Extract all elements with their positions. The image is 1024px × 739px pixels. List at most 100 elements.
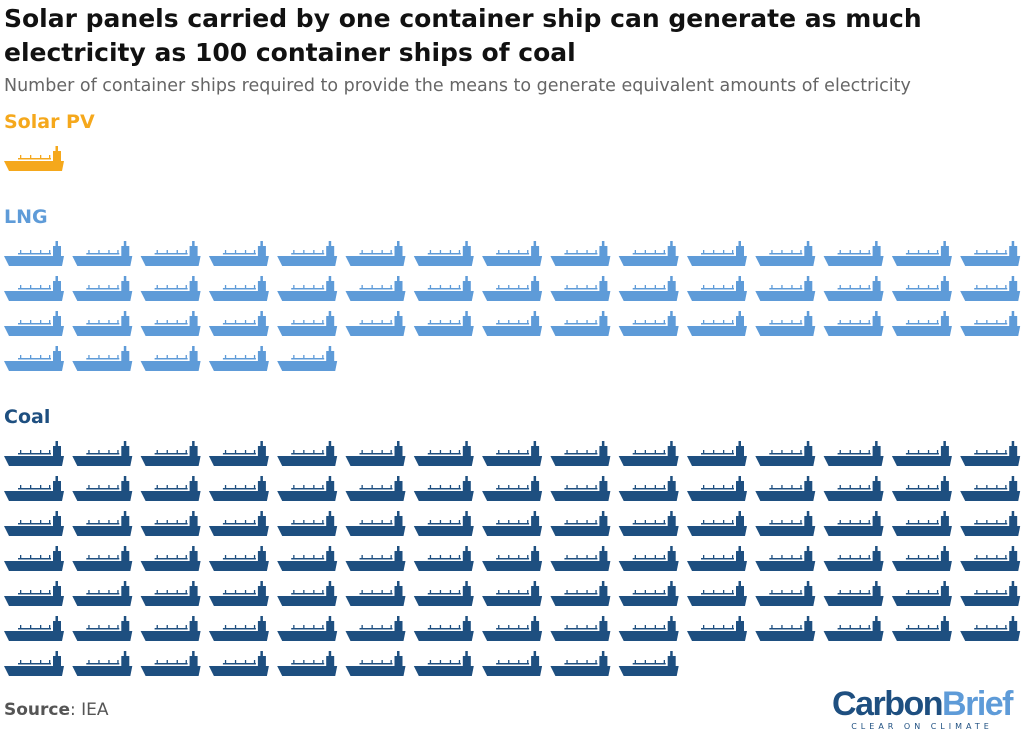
ship-post bbox=[390, 450, 392, 454]
ship-post bbox=[586, 485, 588, 489]
ship-post bbox=[654, 250, 656, 254]
ship-mast bbox=[875, 511, 878, 516]
ship-hull bbox=[482, 456, 543, 466]
ship-post bbox=[576, 285, 578, 289]
ship-post bbox=[859, 485, 861, 489]
ship-post bbox=[527, 285, 529, 289]
ship-mast bbox=[192, 616, 195, 621]
ship-icon bbox=[413, 651, 474, 676]
ship-mast bbox=[465, 276, 468, 281]
ship-post bbox=[1005, 485, 1007, 489]
ship-bridge bbox=[940, 516, 949, 526]
ship-icon bbox=[687, 311, 747, 336]
ship-mast bbox=[397, 616, 400, 621]
ship-icon bbox=[208, 311, 269, 336]
ship-icon bbox=[891, 276, 952, 301]
ship-post bbox=[253, 450, 256, 454]
ship-hull bbox=[891, 256, 952, 266]
ship-post bbox=[371, 285, 373, 289]
ship-deck bbox=[18, 358, 51, 360]
ship-post bbox=[371, 590, 373, 594]
ship-post bbox=[185, 320, 187, 324]
ship-post bbox=[839, 485, 841, 489]
ship-mast bbox=[397, 441, 400, 446]
ship-mast bbox=[738, 581, 741, 586]
ship-post bbox=[30, 355, 32, 359]
ship-post bbox=[849, 625, 851, 629]
ship-post bbox=[20, 355, 22, 359]
ship-bridge bbox=[121, 316, 130, 326]
ship-post bbox=[907, 285, 910, 289]
ship-post bbox=[1005, 450, 1007, 454]
ship-icon bbox=[345, 581, 406, 606]
ship-post bbox=[1005, 320, 1007, 324]
ship-deck bbox=[564, 663, 598, 665]
ship-mast bbox=[397, 476, 400, 481]
ship-mast bbox=[943, 581, 946, 586]
ship-post bbox=[49, 590, 51, 594]
ship-hull bbox=[482, 526, 543, 536]
ship-mast bbox=[465, 511, 468, 516]
ship-post bbox=[927, 520, 930, 524]
ship-deck bbox=[769, 593, 803, 595]
ship-post bbox=[156, 355, 158, 359]
ship-bridge bbox=[257, 621, 266, 631]
ship-post bbox=[781, 250, 783, 254]
ship-deck bbox=[769, 288, 803, 290]
ship-icon bbox=[72, 511, 133, 536]
ship-post bbox=[800, 485, 802, 489]
ship-post bbox=[634, 555, 636, 559]
ship-icon bbox=[618, 276, 679, 301]
ship-post bbox=[654, 555, 656, 559]
ship-post bbox=[20, 555, 22, 559]
ship-bridge bbox=[1009, 621, 1018, 631]
ship-icon bbox=[413, 581, 474, 606]
ship-post bbox=[224, 520, 227, 524]
ship-hull bbox=[277, 326, 338, 336]
ship-icon bbox=[618, 241, 679, 266]
ship-bridge bbox=[394, 281, 403, 291]
ship-mast bbox=[55, 346, 58, 351]
ship-post bbox=[859, 285, 861, 289]
ship-post bbox=[868, 555, 870, 559]
ship-icon bbox=[550, 616, 611, 641]
ship-post bbox=[40, 485, 42, 489]
ship-post bbox=[498, 285, 500, 289]
ship-hull bbox=[413, 456, 474, 466]
ship-deck bbox=[564, 253, 598, 255]
ship-hull bbox=[960, 596, 1021, 606]
ship-post bbox=[322, 320, 324, 324]
ship-post bbox=[185, 520, 187, 524]
ship-hull bbox=[345, 526, 406, 536]
ship-post bbox=[781, 555, 783, 559]
ship-post bbox=[986, 320, 988, 324]
ship-post bbox=[654, 660, 656, 664]
ship-deck bbox=[427, 453, 461, 455]
ship-post bbox=[849, 590, 851, 594]
ship-post bbox=[1005, 520, 1007, 524]
ship-post bbox=[986, 485, 988, 489]
ship-post bbox=[303, 520, 305, 524]
ship-hull bbox=[891, 491, 952, 501]
ship-deck bbox=[222, 323, 256, 325]
ship-deck bbox=[701, 628, 734, 630]
ship-mast bbox=[55, 311, 58, 316]
ship-post bbox=[634, 450, 636, 454]
ship-post bbox=[771, 590, 773, 594]
ship-mast bbox=[465, 546, 468, 551]
ship-deck bbox=[154, 323, 188, 325]
ship-post bbox=[49, 320, 51, 324]
ship-hull bbox=[140, 291, 201, 301]
ship-post bbox=[361, 555, 363, 559]
ship-post bbox=[390, 285, 392, 289]
ship-bridge bbox=[53, 621, 61, 631]
ship-hull bbox=[277, 256, 338, 266]
ship-post bbox=[595, 285, 597, 289]
ship-deck bbox=[564, 488, 598, 490]
ship-bridge bbox=[462, 551, 471, 561]
ship-icon bbox=[687, 616, 747, 641]
ship-post bbox=[644, 450, 646, 454]
ship-bridge bbox=[736, 281, 744, 291]
ship-post bbox=[117, 320, 119, 324]
ship-bridge bbox=[257, 246, 266, 256]
